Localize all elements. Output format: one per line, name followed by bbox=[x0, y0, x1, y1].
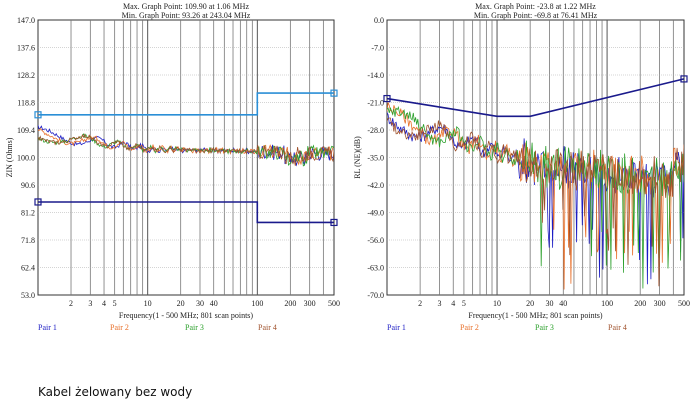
min-graph-point-label: Min. Graph Point: 93.26 at 243.04 MHz bbox=[122, 11, 251, 20]
trace-pair-4 bbox=[387, 117, 684, 287]
x-axis-label: Frequency(1 - 500 MHz; 801 scan points) bbox=[468, 311, 603, 320]
caption: Kabel żelowany bez wody bbox=[38, 385, 193, 399]
y-tick-label: 118.8 bbox=[17, 99, 35, 108]
x-tick-label: 100 bbox=[251, 299, 263, 308]
x-tick-label: 5 bbox=[462, 299, 466, 308]
legend-entry-pair-1: Pair 1 bbox=[387, 323, 406, 332]
plot-frame bbox=[386, 19, 685, 296]
y-tick-label: -21.0 bbox=[367, 99, 384, 108]
x-tick-label: 200 bbox=[284, 299, 296, 308]
x-tick-label: 40 bbox=[210, 299, 218, 308]
y-tick-label: 128.2 bbox=[17, 71, 35, 80]
x-tick-label: 3 bbox=[88, 299, 92, 308]
y-tick-label: -14.0 bbox=[367, 71, 384, 80]
x-tick-label: 300 bbox=[654, 299, 666, 308]
legend-entry-pair-4: Pair 4 bbox=[258, 323, 277, 332]
limit-marker bbox=[330, 218, 338, 227]
y-tick-label: 147.0 bbox=[17, 16, 35, 25]
x-tick-label: 300 bbox=[304, 299, 316, 308]
y-tick-label: -28.0 bbox=[367, 126, 384, 135]
x-tick-label: 3 bbox=[438, 299, 442, 308]
trace-pair-4 bbox=[38, 133, 334, 166]
x-tick-label: 30 bbox=[196, 299, 204, 308]
x-tick-label: 5 bbox=[113, 299, 117, 308]
y-tick-label: 62.4 bbox=[21, 264, 35, 273]
min-graph-point-label: Min. Graph Point: -69.8 at 76.41 MHz bbox=[474, 11, 598, 20]
limit-marker bbox=[383, 94, 391, 103]
y-tick-label: -63.0 bbox=[367, 264, 384, 273]
traces-group bbox=[387, 102, 684, 290]
x-tick-label: 4 bbox=[451, 299, 455, 308]
y-tick-label: 71.8 bbox=[21, 236, 35, 245]
y-tick-label: -56.0 bbox=[367, 236, 384, 245]
legend-entry-pair-3: Pair 3 bbox=[535, 323, 554, 332]
limit-marker bbox=[34, 111, 42, 119]
y-tick-label: -49.0 bbox=[367, 209, 384, 218]
limit-marker bbox=[330, 89, 338, 97]
x-tick-label: 20 bbox=[526, 299, 534, 308]
max-graph-point-label: Max. Graph Point: -23.8 at 1.22 MHz bbox=[475, 2, 596, 11]
x-tick-label: 200 bbox=[634, 299, 646, 308]
y-tick-label: -7.0 bbox=[371, 44, 384, 53]
y-axis-label: RL (NE)(dB) bbox=[353, 136, 362, 179]
limit-marker bbox=[34, 198, 42, 206]
legend-entry-pair-4: Pair 4 bbox=[608, 323, 627, 332]
chart-area: Max. Graph Point: 109.90 at 1.06 MHzMin.… bbox=[5, 2, 690, 332]
y-tick-label: 100.0 bbox=[17, 154, 35, 163]
y-tick-label: 137.6 bbox=[17, 44, 35, 53]
legend-entry-pair-3: Pair 3 bbox=[185, 323, 204, 332]
traces-group bbox=[38, 124, 334, 167]
y-axis-label: ZIN (Ohms) bbox=[5, 137, 14, 177]
x-tick-label: 4 bbox=[102, 299, 106, 308]
y-tick-label: -42.0 bbox=[367, 181, 384, 190]
y-tick-label: -35.0 bbox=[367, 154, 384, 163]
legend-entry-pair-2: Pair 2 bbox=[460, 323, 479, 332]
limit-line bbox=[38, 201, 334, 224]
legend-entry-pair-2: Pair 2 bbox=[110, 323, 129, 332]
y-tick-label: -70.0 bbox=[367, 291, 384, 300]
x-tick-label: 10 bbox=[493, 299, 501, 308]
y-tick-label: 90.6 bbox=[21, 181, 35, 190]
x-tick-label: 100 bbox=[601, 299, 613, 308]
x-axis-label: Frequency(1 - 500 MHz; 801 scan points) bbox=[119, 311, 254, 320]
x-tick-label: 2 bbox=[69, 299, 73, 308]
limit-line bbox=[38, 92, 334, 116]
y-tick-label: 81.2 bbox=[21, 209, 35, 218]
x-tick-label: 500 bbox=[328, 299, 340, 308]
x-tick-label: 2 bbox=[418, 299, 422, 308]
x-tick-label: 30 bbox=[546, 299, 554, 308]
x-tick-label: 40 bbox=[559, 299, 567, 308]
x-tick-label: 10 bbox=[144, 299, 152, 308]
y-tick-label: 53.0 bbox=[21, 291, 35, 300]
limit-line bbox=[386, 78, 685, 118]
x-tick-label: 500 bbox=[678, 299, 690, 308]
max-graph-point-label: Max. Graph Point: 109.90 at 1.06 MHz bbox=[123, 2, 249, 11]
legend-entry-pair-1: Pair 1 bbox=[38, 323, 57, 332]
limit-marker bbox=[680, 75, 688, 83]
y-tick-label: 109.4 bbox=[17, 126, 35, 135]
x-tick-label: 20 bbox=[177, 299, 185, 308]
trace-pair-3 bbox=[387, 105, 684, 289]
y-tick-label: 0.0 bbox=[374, 16, 384, 25]
